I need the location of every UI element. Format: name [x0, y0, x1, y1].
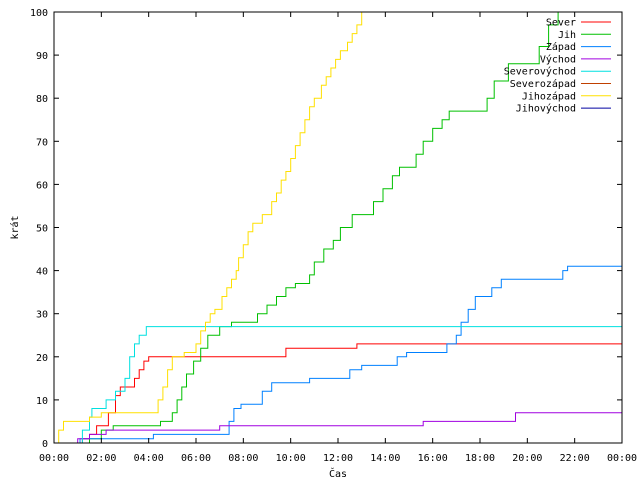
y-tick-label: 100 — [30, 8, 48, 19]
y-tick-label: 50 — [36, 224, 48, 235]
x-tick-label: 04:00 — [134, 453, 164, 464]
legend-label: Severovýchod — [504, 66, 576, 78]
legend-label: Západ — [546, 41, 576, 53]
y-tick-label: 20 — [36, 353, 48, 364]
y-tick-label: 30 — [36, 310, 48, 321]
legend: SeverJihZápadVýchodSeverovýchodSeverozáp… — [504, 18, 611, 115]
y-axis-label: krát — [9, 215, 21, 239]
x-tick-label: 08:00 — [228, 453, 258, 464]
legend-label: Jih — [558, 30, 576, 41]
y-axis: 0 10 20 30 40 50 60 70 80 90 100 — [30, 8, 622, 450]
y-tick-label: 40 — [36, 267, 48, 278]
x-tick-label: 18:00 — [465, 453, 495, 464]
y-tick-label: 80 — [36, 94, 48, 105]
x-tick-label: 16:00 — [418, 453, 448, 464]
legend-label: Severozápad — [510, 78, 576, 90]
x-tick-label: 10:00 — [276, 453, 306, 464]
series-line-5 — [54, 326, 622, 444]
x-tick-label: 02:00 — [86, 453, 116, 464]
x-tick-label: 00:00 — [39, 453, 69, 464]
y-tick-label: 60 — [36, 180, 48, 191]
x-axis: 00:00 02:00 04:00 06:00 08:00 10:00 12:00 14:00… — [39, 12, 637, 464]
x-tick-label: 00:00 — [607, 453, 637, 464]
series-line-2 — [54, 11, 622, 444]
x-tick-label: 14:00 — [370, 453, 400, 464]
y-tick-label: 10 — [36, 396, 48, 407]
series-line-7 — [54, 12, 363, 444]
x-tick-label: 06:00 — [181, 453, 211, 464]
y-tick-label: 90 — [36, 51, 48, 62]
x-tick-label: 12:00 — [323, 453, 353, 464]
x-axis-label: Čas — [329, 467, 347, 480]
legend-label: Jihozápad — [522, 90, 576, 102]
series-line-3 — [54, 265, 622, 444]
series-line-1 — [54, 343, 622, 444]
legend-label: Jihovýchod — [516, 103, 576, 115]
y-tick-label: 70 — [36, 137, 48, 148]
x-tick-label: 22:00 — [560, 453, 590, 464]
x-tick-label: 20:00 — [512, 453, 542, 464]
y-tick-label: 0 — [42, 439, 48, 450]
legend-label: Východ — [540, 53, 576, 65]
legend-label: Sever — [546, 18, 576, 29]
series-line-4 — [54, 412, 622, 444]
